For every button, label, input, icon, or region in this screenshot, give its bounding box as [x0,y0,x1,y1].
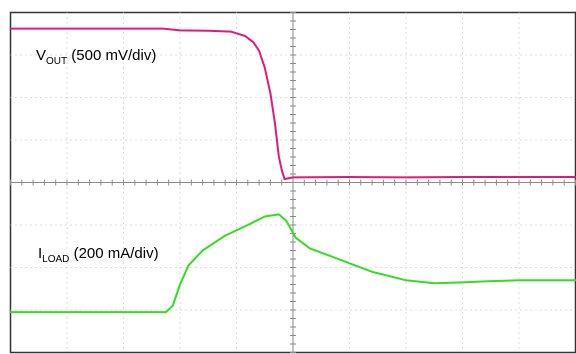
iload-trace [9,213,576,314]
iload-series-label: ILOAD (200 mA/div) [38,245,159,265]
traces [9,27,576,314]
vout-trace [9,27,576,181]
vout-series-label: VOUT (500 mV/div) [36,47,157,67]
grid [10,12,576,353]
